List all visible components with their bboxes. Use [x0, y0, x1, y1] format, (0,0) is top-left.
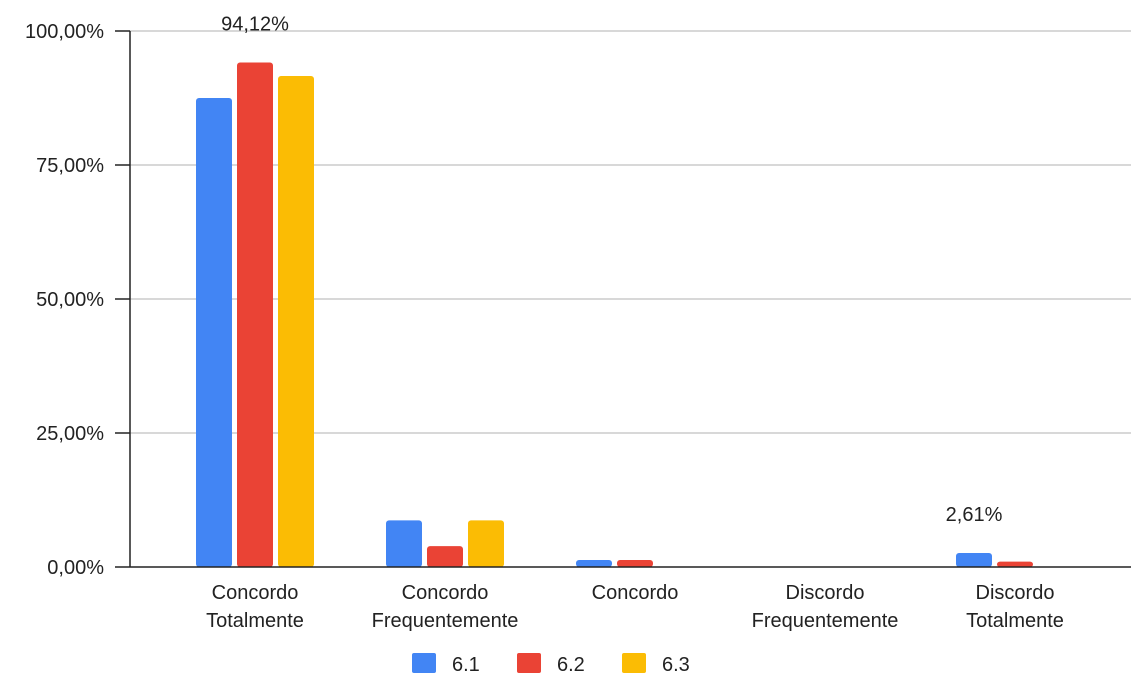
x-category-label: Concordo	[592, 582, 679, 604]
bar-6.2-cat-4	[997, 561, 1033, 567]
legend-swatch	[622, 653, 646, 673]
bar-6.1-cat-0	[196, 98, 232, 567]
legend-swatch	[412, 653, 436, 673]
bar-6.2-cat-0	[237, 62, 273, 568]
y-axis-ticks: 0,00% 25,00% 50,00% 75,00% 100,00%	[25, 21, 130, 579]
category-labels: Concordo Totalmente Concordo Frequentemente…	[206, 582, 1064, 632]
bar-6.1-cat-1	[386, 520, 422, 567]
bar-6.1-cat-4	[956, 553, 992, 567]
legend-label: 6.2	[557, 654, 585, 676]
x-category-label: Concordo Totalmente	[206, 582, 304, 632]
x-category-label: Discordo Totalmente	[966, 582, 1064, 632]
x-category-label: Discordo Frequentemente	[752, 582, 899, 632]
data-label: 94,12%	[221, 14, 289, 36]
bar-6.1-cat-2	[576, 560, 612, 567]
legend-label: 6.1	[452, 654, 480, 676]
bars	[196, 62, 1033, 568]
y-tick-label: 0,00%	[47, 557, 104, 579]
y-tick-label: 75,00%	[36, 155, 104, 177]
legend-swatch	[517, 653, 541, 673]
legend: 6.1 6.2 6.3	[412, 653, 690, 676]
y-tick-label: 100,00%	[25, 21, 104, 43]
legend-label: 6.3	[662, 654, 690, 676]
y-tick-label: 25,00%	[36, 423, 104, 445]
data-labels: 94,12% 2,61%	[221, 14, 1002, 526]
data-label: 2,61%	[946, 504, 1003, 526]
y-tick-label: 50,00%	[36, 289, 104, 311]
bar-6.3-cat-0	[278, 76, 314, 568]
bar-6.2-cat-2	[617, 560, 653, 567]
x-category-label: Concordo Frequentemente	[372, 582, 519, 632]
bar-6.2-cat-1	[427, 546, 463, 567]
bar-6.3-cat-1	[468, 520, 504, 567]
axes	[129, 31, 1131, 568]
